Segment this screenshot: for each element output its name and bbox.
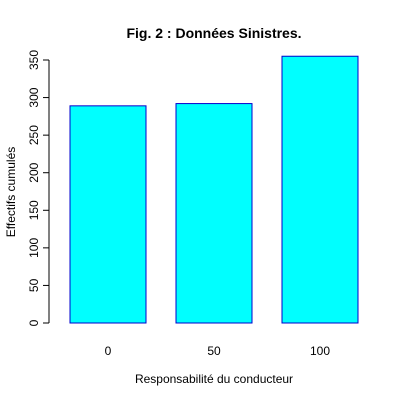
x-tick-label: 50	[207, 344, 221, 358]
chart-title: Fig. 2 : Données Sinistres.	[126, 25, 301, 41]
bar-50	[175, 103, 253, 324]
y-axis-label: Effectifs cumulés	[4, 147, 18, 237]
bar-0	[69, 105, 147, 324]
y-tick-label: 100	[27, 238, 41, 258]
bars-group	[69, 55, 359, 324]
x-tick-label: 0	[105, 344, 112, 358]
y-tick-label: 350	[27, 50, 41, 70]
x-tick-labels: 0 50 100	[105, 344, 331, 358]
y-tick-label: 150	[27, 200, 41, 220]
bar-100	[281, 55, 359, 324]
x-tick-label: 100	[310, 344, 330, 358]
y-tick-label: 0	[27, 319, 41, 326]
y-tick-label: 50	[27, 278, 41, 292]
y-tick-label: 200	[27, 162, 41, 182]
y-tick-label: 250	[27, 125, 41, 145]
y-axis: 0 50 100 150 200 250 300 350	[27, 50, 50, 326]
y-tick-label: 300	[27, 87, 41, 107]
x-axis-label: Responsabilité du conducteur	[135, 372, 293, 386]
